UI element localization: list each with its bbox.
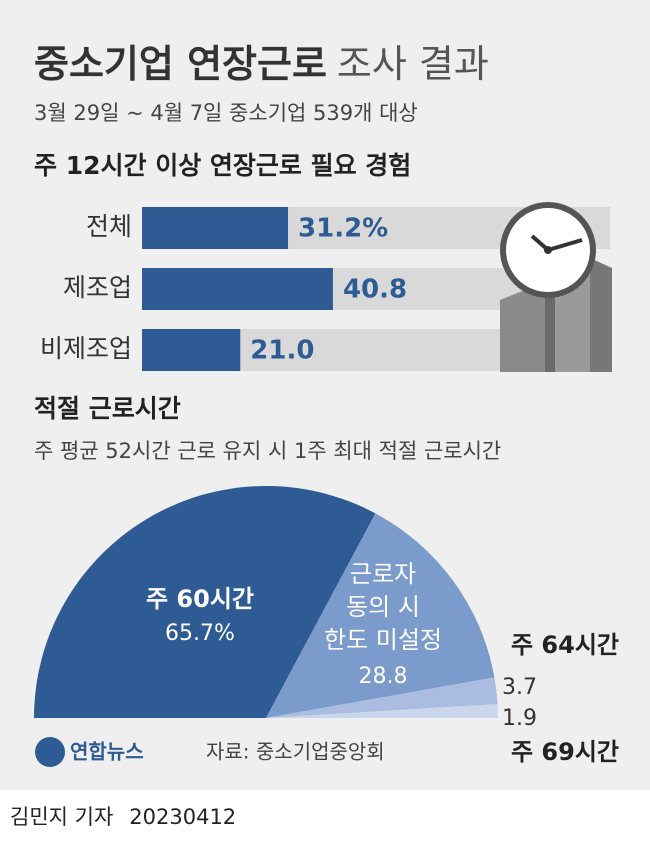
bar xyxy=(142,329,241,371)
value-label: 40.8 xyxy=(343,275,407,305)
byline-name: 김민지 기자 xyxy=(10,805,113,829)
pie-title: 적절 근로시간 xyxy=(34,394,181,423)
slice-label: 주 60시간 xyxy=(146,585,254,613)
pie-slice xyxy=(266,704,498,718)
slice-label: 주 64시간 xyxy=(511,631,619,659)
category-label: 비제조업 xyxy=(40,334,132,363)
slice-value: 28.8 xyxy=(359,664,408,689)
source: 자료: 중소기업중앙회 xyxy=(206,740,385,764)
byline-date: 20230412 xyxy=(129,805,236,829)
bar xyxy=(142,268,333,310)
bar-title: 주 12시간 이상 연장근로 필요 경험 xyxy=(34,151,411,180)
pie-slice xyxy=(266,513,495,718)
slice-value: 65.7% xyxy=(165,621,235,646)
pie-slice xyxy=(266,677,498,718)
value-label: 21.0 xyxy=(250,336,314,366)
bar xyxy=(142,207,289,249)
pie-subtitle: 주 평균 52시간 근로 유지 시 1주 최대 적절 근로시간 xyxy=(34,439,501,463)
subtitle: 3월 29일 ~ 4월 7일 중소기업 539개 대상 xyxy=(34,101,418,125)
slice-value: 3.7 xyxy=(502,675,537,700)
pie-slice xyxy=(34,485,376,718)
slice-value: 1.9 xyxy=(502,706,537,731)
slice-label: 주 69시간 xyxy=(511,738,619,766)
category-label: 제조업 xyxy=(63,273,132,302)
illustration xyxy=(500,202,612,372)
title: 중소기업 연장근로 조사 결과 xyxy=(34,42,489,86)
category-label: 전체 xyxy=(86,212,132,241)
value-label: 31.2% xyxy=(298,214,388,244)
logo: 연합뉴스 xyxy=(35,737,144,767)
byline: 김민지 기자 20230412 xyxy=(10,805,236,829)
title-main: 중소기업 연장근로 xyxy=(34,42,327,86)
logo-text: 연합뉴스 xyxy=(70,740,144,764)
pie-chart: 주 60시간 65.7% 근로자 동의 시 한도 미설정 28.8 주 64시간 3.7 주 6… xyxy=(34,485,619,766)
title-suffix: 조사 결과 xyxy=(337,42,489,86)
slice-label: 근로자 동의 시 한도 미설정 xyxy=(324,560,442,654)
